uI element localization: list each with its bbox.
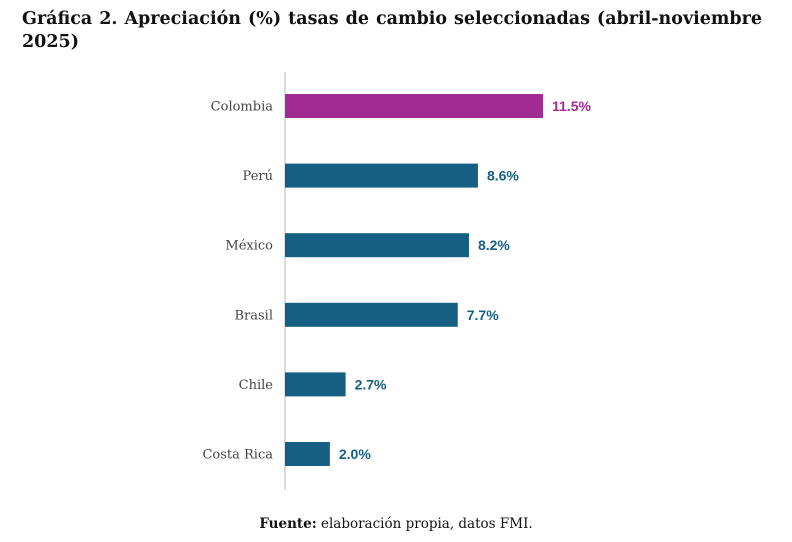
bar-1: [285, 163, 478, 188]
source-label: Fuente:: [259, 516, 317, 532]
bar-4: [285, 372, 346, 397]
value-label-2: 8.2%: [478, 237, 510, 253]
chart-title: Gráfica 2. Apreciación (%) tasas de camb…: [22, 9, 762, 52]
source-text: elaboración propia, datos FMI.: [316, 516, 533, 532]
value-label-1: 8.6%: [487, 168, 519, 184]
bar-0: [285, 94, 543, 118]
value-label-0: 11.5%: [552, 98, 591, 114]
category-label-0: Colombia: [211, 100, 274, 115]
value-label-3: 7.7%: [467, 307, 499, 323]
category-label-4: Chile: [239, 378, 274, 393]
bar-3: [285, 302, 458, 327]
bar-5: [285, 442, 330, 466]
source-note: Fuente: elaboración propia, datos FMI.: [0, 516, 792, 532]
value-label-4: 2.7%: [355, 376, 387, 392]
bar-2: [285, 233, 469, 258]
category-label-5: Costa Rica: [202, 448, 273, 463]
category-label-3: Brasil: [234, 308, 273, 323]
category-label-1: Perú: [243, 169, 273, 184]
category-label-2: México: [225, 239, 273, 254]
value-label-5: 2.0%: [339, 446, 371, 462]
